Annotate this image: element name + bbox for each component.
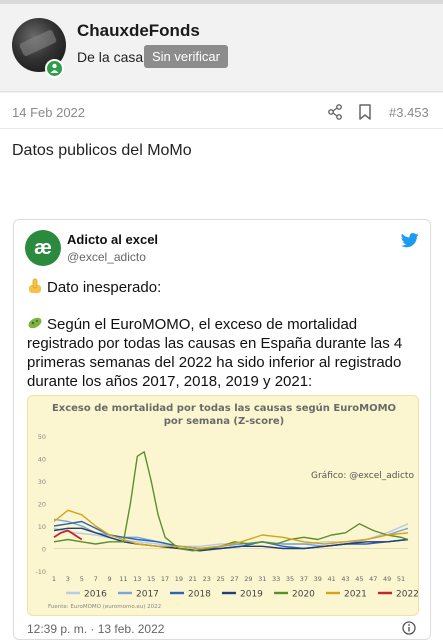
post-number-link[interactable]: #3.453 [389,105,429,120]
tweet-timestamp[interactable]: 12:39 p. m. · 13 feb. 2022 [27,622,165,636]
x-tick-label: 11 [119,575,127,583]
x-tick-label: 19 [175,575,183,583]
y-tick-label: -10 [35,568,46,576]
x-tick-label: 45 [355,575,363,583]
x-tick-label: 17 [161,575,169,583]
y-tick-label: 20 [38,501,46,509]
username-link[interactable]: ChauxdeFonds [77,21,200,40]
series-line-2021 [53,509,409,550]
online-status-icon [47,61,62,76]
post-date[interactable]: 14 Feb 2022 [12,105,86,120]
online-status-badge [45,59,64,78]
top-strip [0,0,443,4]
chart-source: Fuente: EuroMOMO (euromomo.eu) 2022 [48,604,161,610]
legend-label-2021: 2021 [344,590,367,600]
chart-watermark: Gráfico: @excel_adicto [311,471,414,481]
chart-svg: Exceso de mortalidad por todas las causa… [35,402,419,610]
x-tick-label: 3 [66,575,70,583]
embedded-tweet[interactable]: æ Adicto al excel @excel_adicto Dato ine… [13,219,431,640]
x-tick-label: 21 [189,575,197,583]
series-line-2019 [53,527,409,552]
tweet-author-handle[interactable]: @excel_adicto [67,250,146,264]
x-tick-label: 9 [107,575,111,583]
x-tick-label: 39 [314,575,322,583]
chart-title: Exceso de mortalidad por todas las causa… [52,402,396,414]
y-tick-label: 0 [42,546,46,554]
x-tick-label: 43 [341,575,349,583]
x-tick-label: 15 [147,575,155,583]
x-tick-label: 41 [328,575,336,583]
unverified-badge: Sin verificar [144,45,228,68]
legend-label-2017: 2017 [136,590,159,600]
y-tick-label: 10 [38,523,46,531]
y-tick-label: 50 [38,433,46,441]
x-tick-label: 27 [230,575,238,583]
legend-label-2019: 2019 [240,590,263,600]
tweet-paragraph-text: Según el EuroMOMO, el exceso de mortalid… [27,316,403,390]
chart-subtitle: por semana (Z-score) [164,416,285,427]
user-title: De la casa [77,49,144,65]
pointing-hand-emoji [29,278,41,293]
x-tick-label: 25 [216,575,224,583]
x-tick-label: 29 [244,575,252,583]
x-tick-label: 49 [383,575,391,583]
tweet-paragraph: Según el EuroMOMO, el exceso de mortalid… [27,315,422,391]
legend-label-2018: 2018 [188,590,211,600]
twitter-bird-icon[interactable] [401,233,419,248]
post-author-header: ChauxdeFonds De la casa Sin verificar [0,4,443,92]
microbe-emoji [28,317,42,329]
bookmark-icon[interactable] [358,104,372,120]
x-tick-label: 7 [94,575,98,583]
info-icon[interactable] [402,621,416,635]
legend-label-2016: 2016 [84,590,107,600]
x-tick-label: 1 [52,575,56,583]
mortality-chart-image[interactable]: Exceso de mortalidad por todas las causa… [27,395,419,616]
post-meta-bar: 14 Feb 2022 #3.453 [0,93,443,129]
x-tick-label: 33 [272,575,280,583]
legend-label-2022: 2022 [396,590,419,600]
y-tick-label: 30 [38,478,46,486]
post: 14 Feb 2022 #3.453 Datos publicos del Mo… [0,93,443,640]
post-body-text: Datos publicos del MoMo [12,142,192,159]
x-tick-label: 23 [203,575,211,583]
tweet-first-line: Dato inesperado: [27,278,161,296]
x-tick-label: 37 [300,575,308,583]
x-tick-label: 13 [133,575,141,583]
tweet-author-name[interactable]: Adicto al excel [67,232,159,247]
x-tick-label: 5 [80,575,84,583]
tweet-author-avatar[interactable]: æ [25,230,61,266]
series-line-2022 [53,529,83,541]
x-tick-label: 51 [397,575,405,583]
x-tick-label: 31 [258,575,266,583]
y-tick-label: 40 [38,456,46,464]
share-icon[interactable] [327,104,343,120]
x-tick-label: 47 [369,575,377,583]
tweet-first-line-text: Dato inesperado: [47,279,162,296]
legend-label-2020: 2020 [292,590,315,600]
x-tick-label: 35 [286,575,294,583]
